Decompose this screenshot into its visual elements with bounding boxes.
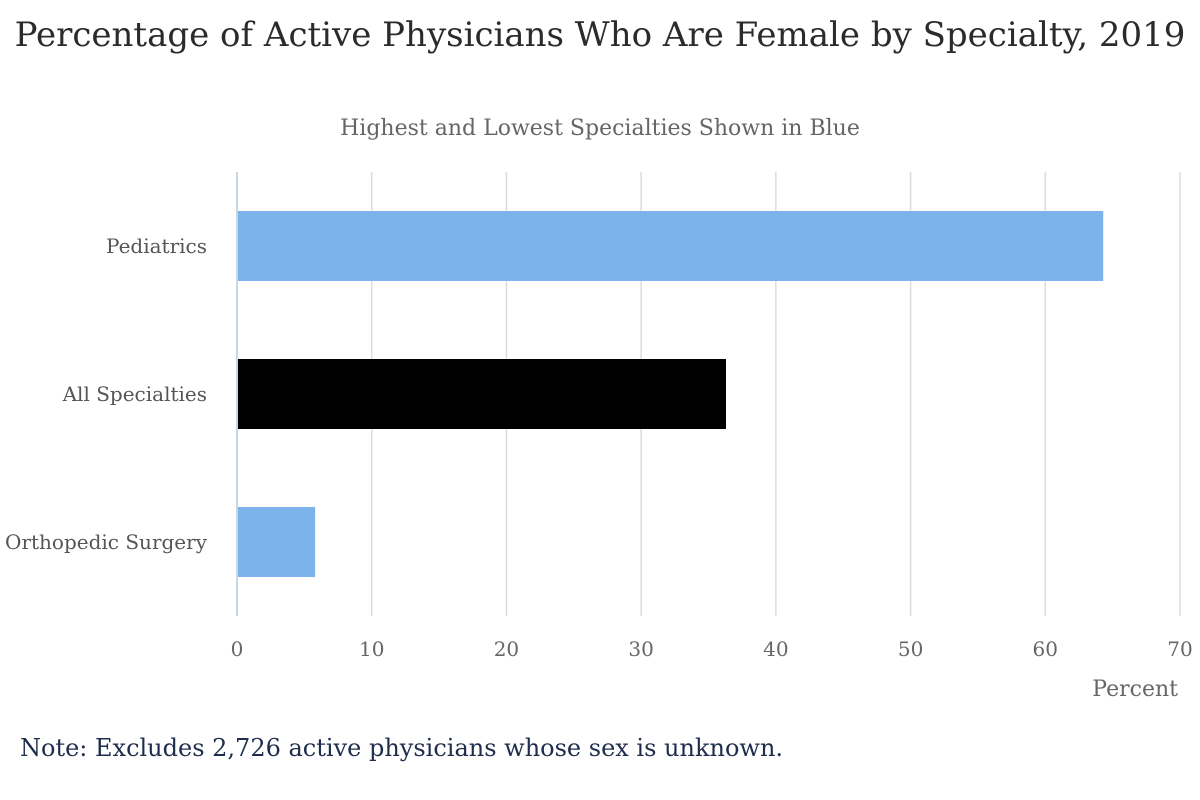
x-tick-label: 50 [898, 637, 923, 661]
x-axis-title: Percent [1092, 677, 1178, 702]
category-labels: Pediatrics All Specialties Orthopedic Surg… [5, 234, 208, 554]
x-tick-label: 70 [1167, 637, 1192, 661]
bars [237, 211, 1104, 577]
footnote: Note: Excludes 2,726 active physicians w… [20, 734, 784, 762]
x-tick-label: 0 [231, 637, 244, 661]
x-tick-label: 30 [628, 637, 653, 661]
category-label: Orthopedic Surgery [5, 530, 208, 554]
chart-title: Percentage of Active Physicians Who Are … [14, 15, 1186, 55]
bar-pediatrics [237, 211, 1104, 281]
bar-chart: Pediatrics All Specialties Orthopedic Surg… [5, 172, 1193, 702]
category-label: Pediatrics [106, 234, 207, 258]
bar-orthopedic-surgery [237, 507, 316, 577]
x-tick-label: 20 [494, 637, 519, 661]
chart-subtitle: Highest and Lowest Specialties Shown in … [340, 116, 860, 141]
x-tick-label: 10 [359, 637, 384, 661]
x-tick-label: 40 [763, 637, 788, 661]
x-tick-label: 60 [1033, 637, 1058, 661]
category-label: All Specialties [62, 382, 207, 406]
x-tick-labels: 0 10 20 30 40 50 60 70 [231, 637, 1193, 661]
bar-all-specialties [237, 359, 727, 429]
